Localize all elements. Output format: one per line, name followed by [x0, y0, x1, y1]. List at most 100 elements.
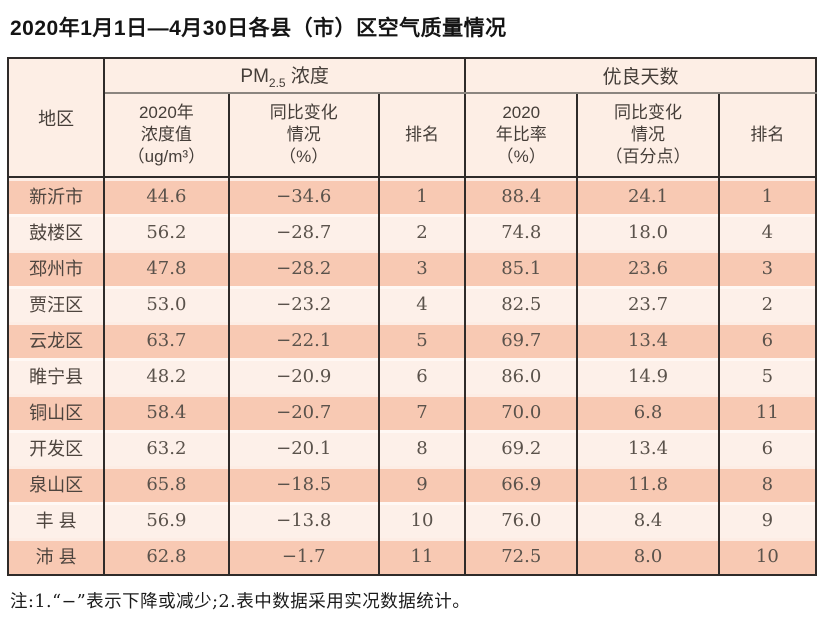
pm-change-cell: −1.7	[227, 538, 380, 575]
col-header-good-change: 同比变化 情况 （百分点）	[576, 93, 720, 178]
pm-change-cell: −13.8	[227, 502, 380, 538]
good-rate-cell: 76.0	[464, 502, 579, 538]
table-row: 云龙区 63.7 −22.1 5 69.7 13.4 6	[6, 322, 818, 358]
pm-value-cell: 63.2	[103, 430, 230, 466]
region-cell: 睢宁县	[6, 358, 106, 394]
good-change-cell: 8.0	[576, 538, 720, 575]
region-cell: 贾汪区	[6, 286, 106, 322]
good-rate-cell: 69.2	[464, 430, 579, 466]
pm-rank-cell: 1	[377, 177, 467, 214]
good-change-cell: 8.4	[576, 502, 720, 538]
pm-rank-cell: 10	[377, 502, 467, 538]
good-rank-cell: 9	[717, 502, 818, 538]
region-cell: 云龙区	[6, 322, 106, 358]
region-cell: 邳州市	[6, 250, 106, 286]
table-body: 新沂市 44.6 −34.6 1 88.4 24.1 1 鼓楼区 56.2 −2…	[6, 177, 818, 575]
region-cell: 鼓楼区	[6, 214, 106, 250]
pm-change-cell: −34.6	[227, 177, 380, 214]
good-rank-cell: 6	[717, 430, 818, 466]
table-row: 开发区 63.2 −20.1 8 69.2 13.4 6	[6, 430, 818, 466]
table-row: 贾汪区 53.0 −23.2 4 82.5 23.7 2	[6, 286, 818, 322]
pm-rank-cell: 11	[377, 538, 467, 575]
col-header-pm-rank: 排名	[377, 93, 467, 178]
table-row: 泉山区 65.8 −18.5 9 66.9 11.8 8	[6, 466, 818, 502]
pm25-label-prefix: PM	[240, 66, 269, 88]
pm-value-cell: 62.8	[103, 538, 230, 575]
pm-rank-cell: 8	[377, 430, 467, 466]
pm-value-cell: 53.0	[103, 286, 230, 322]
pm-change-cell: −18.5	[227, 466, 380, 502]
good-change-cell: 23.6	[576, 250, 720, 286]
good-rank-cell: 6	[717, 322, 818, 358]
table-row: 睢宁县 48.2 −20.9 6 86.0 14.9 5	[6, 358, 818, 394]
sub-header-row: 2020年 浓度值 （ug/m³） 同比变化 情况 （%） 排名 2020 年比…	[8, 93, 818, 178]
pm-value-cell: 65.8	[103, 466, 230, 502]
region-cell: 开发区	[6, 430, 106, 466]
good-change-cell: 13.4	[576, 430, 720, 466]
pm-rank-cell: 4	[377, 286, 467, 322]
table-row: 邳州市 47.8 −28.2 3 85.1 23.6 3	[6, 250, 818, 286]
good-rank-cell: 11	[717, 394, 818, 430]
region-cell: 泉山区	[6, 466, 106, 502]
good-rate-cell: 70.0	[464, 394, 579, 430]
pm-rank-cell: 2	[377, 214, 467, 250]
air-quality-table: 地区 PM2.5 浓度 优良天数 2020年 浓度值 （ug/m³） 同比变化 …	[6, 57, 818, 576]
col-header-pm-change: 同比变化 情况 （%）	[227, 93, 380, 178]
good-rate-cell: 88.4	[464, 177, 579, 214]
pm-change-cell: −20.1	[227, 430, 380, 466]
region-cell: 沛 县	[6, 538, 106, 575]
page-title: 2020年1月1日—4月30日各县（市）区空气质量情况	[10, 17, 507, 40]
pm25-label-subscript: 2.5	[268, 75, 286, 90]
pm-value-cell: 56.9	[103, 502, 230, 538]
good-change-cell: 23.7	[576, 286, 720, 322]
good-rank-cell: 5	[717, 358, 818, 394]
good-change-cell: 24.1	[576, 177, 720, 214]
good-change-cell: 14.9	[576, 358, 720, 394]
col-header-region: 地区	[6, 58, 106, 178]
good-rank-cell: 2	[717, 286, 818, 322]
region-cell: 铜山区	[6, 394, 106, 430]
table-row: 沛 县 62.8 −1.7 11 72.5 8.0 10	[6, 538, 818, 575]
region-cell: 丰 县	[6, 502, 106, 538]
pm-value-cell: 56.2	[103, 214, 230, 250]
good-rate-cell: 85.1	[464, 250, 579, 286]
good-rank-cell: 10	[717, 538, 818, 575]
good-rate-cell: 72.5	[464, 538, 579, 575]
pm-value-cell: 63.7	[103, 322, 230, 358]
good-change-cell: 18.0	[576, 214, 720, 250]
good-rate-cell: 74.8	[464, 214, 579, 250]
pm-rank-cell: 9	[377, 466, 467, 502]
pm-rank-cell: 6	[377, 358, 467, 394]
pm-value-cell: 48.2	[103, 358, 230, 394]
good-rate-cell: 69.7	[464, 322, 579, 358]
pm-change-cell: −28.2	[227, 250, 380, 286]
pm-value-cell: 47.8	[103, 250, 230, 286]
group-header-row: 地区 PM2.5 浓度 优良天数	[6, 58, 817, 178]
table-row: 丰 县 56.9 −13.8 10 76.0 8.4 9	[6, 502, 818, 538]
group-header-pm25: PM2.5 浓度	[103, 58, 467, 94]
region-cell: 新沂市	[6, 177, 106, 214]
table-row: 鼓楼区 56.2 −28.7 2 74.8 18.0 4	[6, 214, 818, 250]
col-header-good-rank: 排名	[717, 93, 818, 178]
pm-value-cell: 44.6	[103, 177, 230, 214]
pm-change-cell: −23.2	[227, 286, 380, 322]
pm-change-cell: −22.1	[227, 322, 380, 358]
table-row: 铜山区 58.4 −20.7 7 70.0 6.8 11	[6, 394, 818, 430]
good-rank-cell: 3	[717, 250, 818, 286]
good-change-cell: 11.8	[576, 466, 720, 502]
good-rank-cell: 4	[717, 214, 818, 250]
col-header-good-rate: 2020 年比率 （%）	[464, 93, 579, 178]
good-change-cell: 13.4	[576, 322, 720, 358]
good-rank-cell: 8	[717, 466, 818, 502]
pm-change-cell: −20.9	[227, 358, 380, 394]
pm-rank-cell: 3	[377, 250, 467, 286]
good-rate-cell: 86.0	[464, 358, 579, 394]
pm-rank-cell: 7	[377, 394, 467, 430]
pm-change-cell: −28.7	[227, 214, 380, 250]
pm-value-cell: 58.4	[103, 394, 230, 430]
col-header-pm-value: 2020年 浓度值 （ug/m³）	[103, 93, 230, 178]
group-header-good-days: 优良天数	[464, 58, 817, 94]
pm25-label-suffix: 浓度	[285, 66, 329, 88]
table-header: 地区 PM2.5 浓度 优良天数 2020年 浓度值 （ug/m³） 同比变化 …	[6, 58, 818, 178]
